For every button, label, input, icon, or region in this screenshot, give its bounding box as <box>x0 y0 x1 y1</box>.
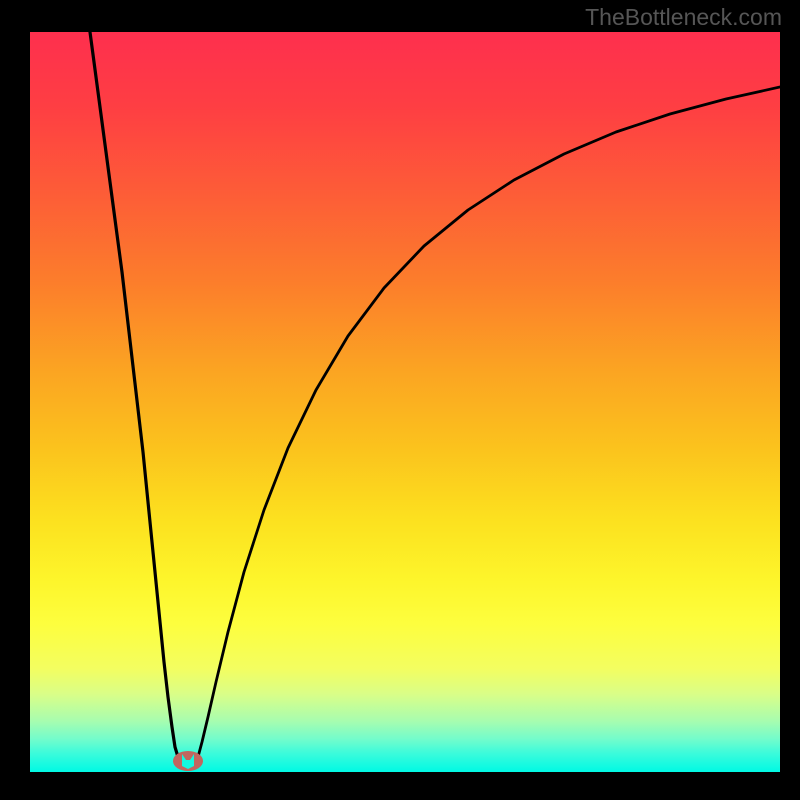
curve-layer <box>30 32 780 772</box>
watermark-text: TheBottleneck.com <box>585 4 782 31</box>
bottleneck-curve-left <box>90 32 178 757</box>
bottleneck-curve-right <box>198 87 780 757</box>
plot-area <box>30 32 780 772</box>
chart-frame <box>0 0 800 800</box>
valley-marker <box>173 751 203 771</box>
